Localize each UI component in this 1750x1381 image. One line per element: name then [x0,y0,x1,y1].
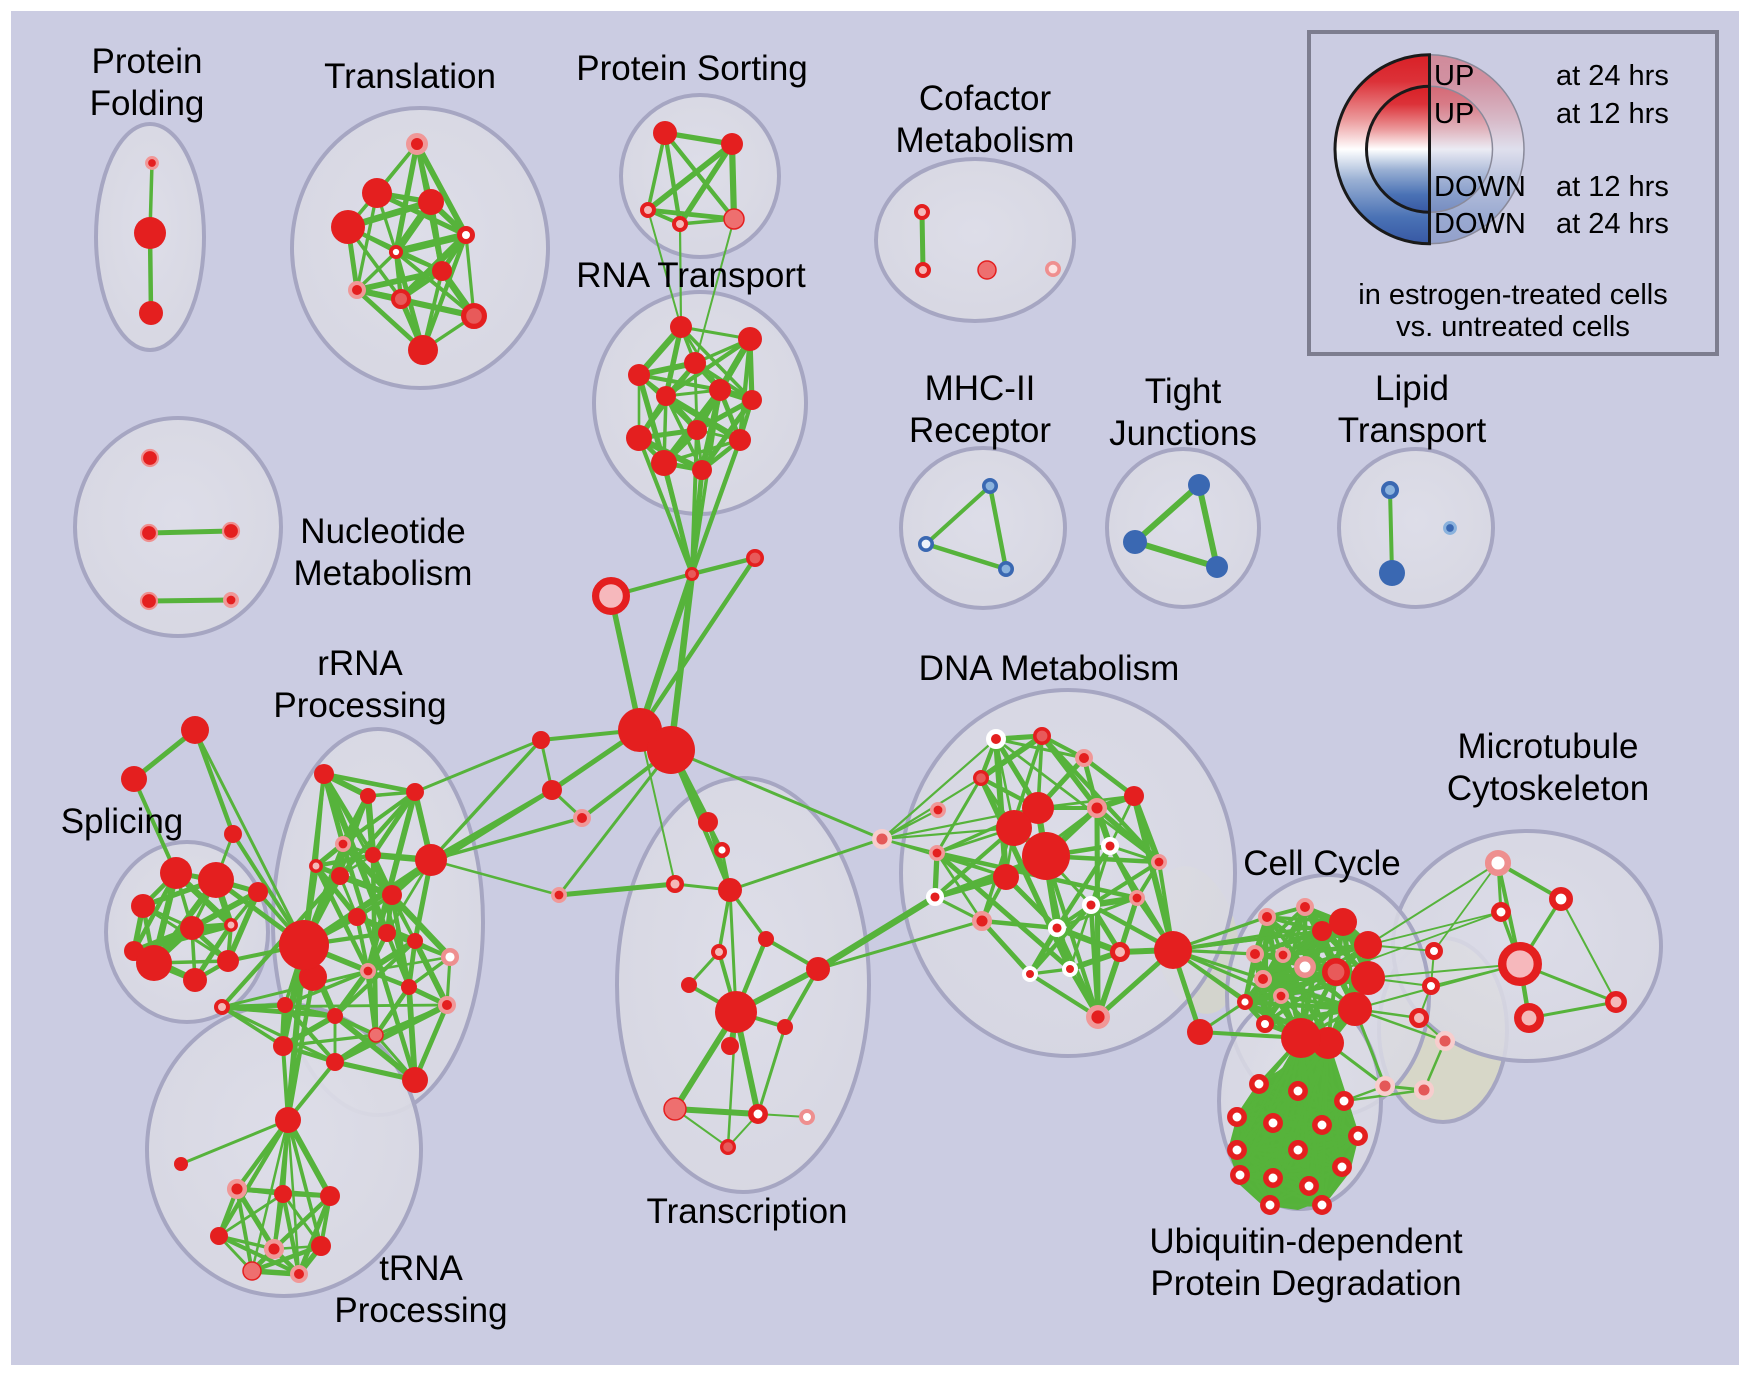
svg-text:Protein Sorting: Protein Sorting [576,49,808,88]
svg-text:UP: UP [1434,60,1474,92]
svg-text:Cell Cycle: Cell Cycle [1243,844,1401,883]
svg-text:vs. untreated cells: vs. untreated cells [1396,311,1630,343]
svg-text:RNA Transport: RNA Transport [576,256,806,295]
svg-text:UP: UP [1434,98,1474,130]
svg-text:Tight: Tight [1145,372,1222,411]
svg-text:Ubiquitin-dependent: Ubiquitin-dependent [1149,1222,1463,1261]
svg-text:Protein Degradation: Protein Degradation [1150,1264,1461,1303]
svg-text:DOWN: DOWN [1434,208,1526,240]
svg-text:Transport: Transport [1338,411,1487,450]
svg-text:rRNA: rRNA [317,644,403,683]
svg-text:Nucleotide: Nucleotide [300,512,465,551]
svg-text:at 12 hrs: at 12 hrs [1556,98,1669,130]
svg-text:in estrogen-treated cells: in estrogen-treated cells [1358,279,1668,311]
svg-text:Splicing: Splicing [61,802,184,841]
svg-text:Processing: Processing [334,1291,507,1330]
svg-text:MHC-II: MHC-II [925,369,1036,408]
svg-text:Cofactor: Cofactor [919,79,1052,118]
svg-text:DOWN: DOWN [1434,171,1526,203]
svg-text:Transcription: Transcription [647,1192,848,1231]
svg-text:Receptor: Receptor [909,411,1051,450]
svg-text:Cytoskeleton: Cytoskeleton [1447,769,1649,808]
svg-text:at 12 hrs: at 12 hrs [1556,171,1669,203]
svg-text:Processing: Processing [273,686,446,725]
svg-text:DNA Metabolism: DNA Metabolism [919,649,1180,688]
svg-text:Lipid: Lipid [1375,369,1449,408]
svg-text:Junctions: Junctions [1109,414,1257,453]
svg-text:Translation: Translation [324,57,496,96]
svg-text:Microtubule: Microtubule [1458,727,1639,766]
svg-text:Folding: Folding [90,84,205,123]
svg-text:Metabolism: Metabolism [294,554,473,593]
svg-text:at 24 hrs: at 24 hrs [1556,208,1669,240]
svg-text:Metabolism: Metabolism [896,121,1075,160]
svg-text:at 24 hrs: at 24 hrs [1556,60,1669,92]
svg-text:tRNA: tRNA [379,1249,463,1288]
svg-text:Protein: Protein [92,42,203,81]
